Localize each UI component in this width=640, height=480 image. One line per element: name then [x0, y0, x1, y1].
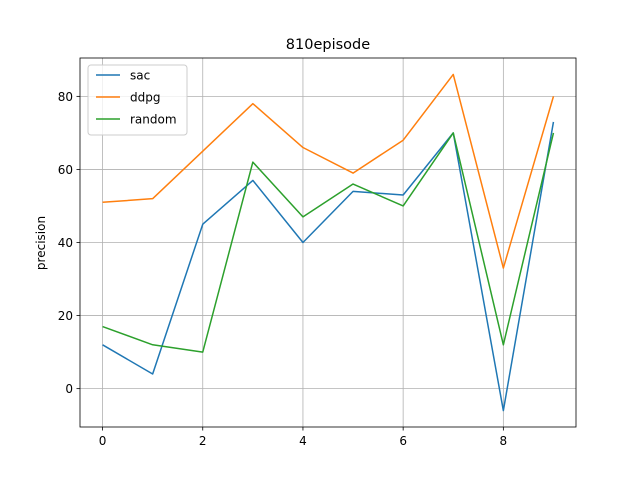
y-tick-label: 0	[65, 382, 73, 396]
x-tick-label: 8	[500, 434, 508, 448]
y-axis-label: precision	[34, 216, 48, 270]
data-series	[102, 73, 555, 412]
y-tick-label: 80	[58, 90, 73, 104]
x-tick-label: 4	[299, 434, 307, 448]
legend-label-ddpg: ddpg	[130, 91, 160, 105]
chart-title: 810episode	[286, 37, 370, 53]
legend: sac ddpg random	[87, 64, 188, 136]
y-tick-label: 20	[58, 309, 73, 323]
legend-box	[87, 64, 188, 136]
series-line-ddpg	[102, 73, 555, 269]
legend-label-sac: sac	[130, 69, 150, 83]
series-line-sac	[102, 121, 555, 412]
series-line-random	[102, 132, 555, 353]
legend-label-random: random	[130, 113, 177, 127]
y-tick-label: 60	[58, 163, 73, 177]
x-tick-label: 2	[199, 434, 207, 448]
x-tick-label: 6	[399, 434, 407, 448]
x-tick-label: 0	[99, 434, 107, 448]
y-tick-label: 40	[58, 236, 73, 250]
